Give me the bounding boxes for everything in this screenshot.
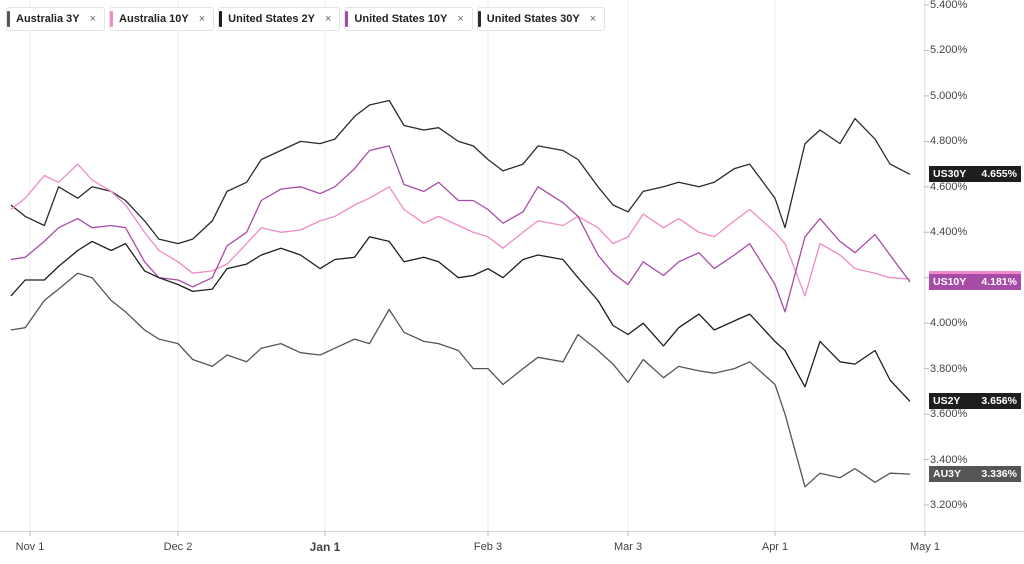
y-tick-label: 4.400%	[930, 226, 968, 239]
legend: Australia 3Y × Australia 10Y × United St…	[6, 7, 606, 31]
x-tick-label: Apr 1	[761, 541, 789, 553]
legend-label: Australia 10Y	[119, 13, 189, 25]
series-line-united-states-2y[interactable]	[10, 236, 911, 402]
tag-value: 3.336%	[981, 468, 1017, 481]
last-value-tag-au3y: AU3Y 3.336%	[929, 466, 1021, 483]
tag-label: US10Y	[933, 276, 967, 289]
y-tick-label: 4.800%	[930, 135, 968, 148]
series-line-united-states-30y[interactable]	[10, 99, 911, 245]
tag-value: 4.655%	[981, 168, 1017, 181]
close-icon[interactable]: ×	[89, 13, 97, 25]
y-axis-ticks	[924, 4, 929, 506]
tag-label: AU3Y	[933, 468, 962, 481]
tag-label: US30Y	[933, 168, 967, 181]
y-tick-label: 5.400%	[930, 0, 968, 11]
series-line-united-states-10y[interactable]	[10, 145, 911, 313]
y-tick-label: 3.400%	[930, 453, 968, 466]
tag-value: 4.181%	[981, 276, 1017, 289]
x-axis-ticks	[29, 531, 926, 536]
tag-value: 3.656%	[981, 395, 1017, 408]
series-line-australia-3y[interactable]	[10, 272, 911, 488]
last-value-tag-us10y: US10Y 4.181%	[929, 274, 1021, 291]
close-icon[interactable]: ×	[198, 13, 206, 25]
close-icon[interactable]: ×	[589, 13, 597, 25]
legend-label: Australia 3Y	[16, 13, 80, 25]
legend-swatch	[110, 11, 114, 27]
legend-label: United States 10Y	[354, 13, 448, 25]
legend-item-australia-10y[interactable]: Australia 10Y ×	[109, 7, 215, 31]
y-tick-label: 4.600%	[930, 180, 968, 193]
last-value-tag-us30y: US30Y 4.655%	[929, 166, 1021, 183]
legend-label: United States 2Y	[228, 13, 315, 25]
y-tick-label: 5.200%	[930, 44, 968, 57]
y-tick-label: 3.600%	[930, 408, 968, 421]
legend-item-united-states-10y[interactable]: United States 10Y ×	[344, 7, 473, 31]
y-tick-label: 3.200%	[930, 499, 968, 511]
x-tick-label: Feb 3	[473, 541, 503, 553]
legend-label: United States 30Y	[486, 13, 580, 25]
y-tick-label: 3.800%	[930, 362, 968, 375]
x-tick-label: Mar 3	[613, 541, 643, 553]
y-tick-label: 4.000%	[930, 317, 968, 330]
x-tick-label: Nov 1	[15, 541, 45, 553]
legend-swatch	[477, 11, 481, 27]
legend-item-australia-3y[interactable]: Australia 3Y ×	[6, 7, 106, 31]
x-tick-label: May 1	[910, 541, 940, 553]
close-icon[interactable]: ×	[457, 13, 464, 25]
y-tick-label: 5.000%	[930, 89, 968, 102]
x-tick-label: Jan 1	[309, 540, 341, 554]
tag-label: US2Y	[933, 395, 961, 408]
series-line-australia-10y[interactable]	[10, 163, 911, 297]
legend-swatch	[219, 11, 223, 27]
legend-swatch	[7, 11, 10, 27]
legend-item-united-states-2y[interactable]: United States 2Y ×	[218, 7, 341, 31]
last-value-tag-us2y: US2Y 3.656%	[929, 393, 1021, 410]
close-icon[interactable]: ×	[324, 13, 332, 25]
x-tick-label: Dec 2	[163, 541, 193, 553]
series-layer	[10, 99, 911, 488]
legend-swatch	[345, 11, 349, 27]
legend-item-united-states-30y[interactable]: United States 30Y ×	[476, 7, 606, 31]
